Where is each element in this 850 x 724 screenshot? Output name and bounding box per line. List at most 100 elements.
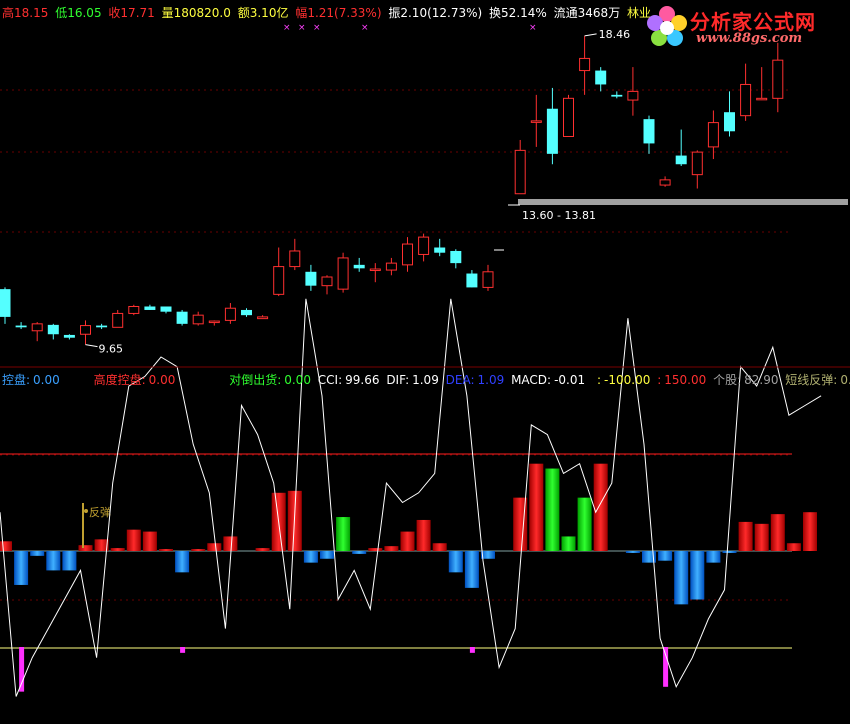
cci-value: 99.66 bbox=[345, 373, 380, 387]
candle-body bbox=[466, 273, 478, 288]
indicator-bar bbox=[303, 551, 318, 563]
indicator-bar bbox=[786, 543, 801, 551]
indicator-bar bbox=[14, 551, 29, 585]
indicator-bar bbox=[255, 548, 270, 551]
candle-body bbox=[611, 94, 623, 97]
indicator-bar bbox=[223, 536, 238, 551]
indicator-bar bbox=[561, 536, 576, 551]
candle bbox=[402, 237, 413, 272]
indicator-bar bbox=[658, 551, 673, 561]
candle-body bbox=[257, 316, 269, 320]
dif-value: 1.09 bbox=[412, 373, 439, 387]
gegu-label: 个股: bbox=[713, 373, 742, 387]
indicator-bar bbox=[320, 551, 334, 559]
price-range-label: 13.60 - 13.81 bbox=[522, 209, 596, 222]
candle bbox=[176, 309, 188, 326]
indicator-bar bbox=[110, 548, 125, 551]
kongpan-value: 0.00 bbox=[33, 373, 60, 387]
dea-label: DEA: bbox=[445, 373, 475, 387]
candle bbox=[418, 233, 430, 262]
low-value: 16.05 bbox=[67, 6, 102, 20]
candle-body bbox=[208, 320, 220, 324]
rebound-dot bbox=[84, 509, 88, 513]
indicator-bar bbox=[803, 512, 817, 551]
candle bbox=[659, 176, 671, 187]
price-range-bar bbox=[518, 199, 848, 205]
candle-body bbox=[659, 179, 671, 186]
sector-label: 林业 bbox=[627, 6, 652, 20]
candle-body bbox=[756, 97, 768, 101]
indicator-bar bbox=[78, 545, 93, 551]
candle bbox=[450, 249, 462, 269]
indicator-bar bbox=[336, 517, 351, 551]
indicator-bar bbox=[62, 551, 77, 571]
candle bbox=[707, 110, 719, 160]
candle-body bbox=[96, 325, 108, 328]
indicator-bar bbox=[529, 463, 544, 551]
candle bbox=[31, 322, 43, 342]
indicator-bar bbox=[481, 551, 495, 559]
indicator-bar bbox=[690, 551, 705, 600]
quote-bar: 高18.15 低16.05 收17.71 量180820.0 额3.10亿 幅1… bbox=[2, 4, 654, 21]
candle-body bbox=[434, 247, 446, 253]
candle bbox=[611, 91, 623, 99]
candle-body bbox=[224, 307, 236, 321]
signal-mark-3: × bbox=[361, 23, 369, 33]
signal-mark-1: × bbox=[298, 23, 306, 33]
candle bbox=[208, 320, 220, 326]
candle bbox=[289, 238, 301, 271]
candle bbox=[466, 270, 478, 288]
rebound-label: 反弹 bbox=[89, 505, 111, 519]
indicator-bar bbox=[545, 468, 560, 551]
indicator-bar bbox=[593, 463, 608, 551]
candle-body bbox=[675, 155, 687, 165]
bottom-spike bbox=[19, 647, 25, 692]
kongpan-label: 控盘: bbox=[2, 373, 31, 387]
candle bbox=[546, 87, 558, 165]
candle-body bbox=[450, 250, 462, 264]
candle bbox=[160, 306, 172, 314]
indicator-bar bbox=[191, 549, 206, 551]
candle-body bbox=[63, 334, 75, 338]
min-marker-line bbox=[85, 344, 98, 348]
indicator-bar bbox=[400, 531, 415, 551]
candle-body bbox=[724, 112, 735, 132]
indicator-bar bbox=[577, 497, 592, 551]
change-value: 1.21(7.33%) bbox=[307, 6, 382, 20]
indicator-bar bbox=[207, 543, 222, 551]
brand-logo: 分析家公式网 www.88gs.com bbox=[644, 4, 844, 52]
candle-body bbox=[289, 250, 301, 268]
candle bbox=[691, 150, 703, 189]
candle bbox=[675, 129, 687, 166]
candle-body bbox=[385, 262, 397, 271]
high-value: 18.15 bbox=[14, 6, 49, 20]
amplitude-label: 振 bbox=[388, 6, 401, 20]
amount-label: 额 bbox=[237, 6, 250, 20]
candle-body bbox=[31, 323, 43, 332]
indicator-bar bbox=[706, 551, 721, 563]
candle bbox=[740, 63, 752, 121]
candle bbox=[353, 257, 365, 272]
candle-body bbox=[112, 312, 124, 328]
candle-body bbox=[273, 266, 285, 295]
indicator-bar bbox=[674, 551, 689, 605]
indicator-bar bbox=[448, 551, 463, 573]
candle bbox=[756, 67, 768, 101]
candlestick-series: 18.46 9.65 × × × × × bbox=[0, 23, 784, 356]
indicator-bar bbox=[625, 551, 640, 553]
candle bbox=[112, 309, 124, 328]
candle-body bbox=[369, 268, 381, 272]
candle-body bbox=[482, 271, 494, 288]
float-value: 3468万 bbox=[577, 6, 621, 20]
indicator-legend: 控盘: 0.00 高度控盘: 0.00 对倒出货: 0.00 CCI: 99.66 DI… bbox=[2, 371, 850, 388]
candle bbox=[0, 287, 11, 324]
bottom-spike bbox=[663, 647, 669, 687]
amplitude-value: 2.10(12.73%) bbox=[400, 6, 483, 20]
macd-value: -0.01 bbox=[554, 373, 586, 387]
change-label: 幅 bbox=[295, 6, 308, 20]
indicator-bar bbox=[642, 551, 656, 563]
price-grid: 13.60 - 13.81 bbox=[0, 89, 848, 233]
candle-body bbox=[15, 325, 27, 328]
candle bbox=[385, 257, 397, 276]
